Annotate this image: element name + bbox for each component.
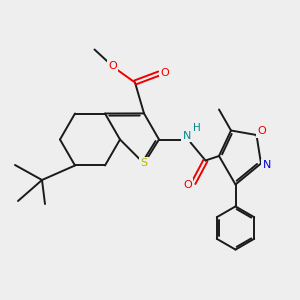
Text: N: N xyxy=(183,131,191,141)
Text: S: S xyxy=(140,158,148,169)
Text: O: O xyxy=(183,179,192,190)
Text: N: N xyxy=(263,160,271,170)
Text: H: H xyxy=(193,123,201,133)
Text: O: O xyxy=(108,61,117,71)
Text: O: O xyxy=(160,68,169,79)
Text: O: O xyxy=(257,126,266,136)
